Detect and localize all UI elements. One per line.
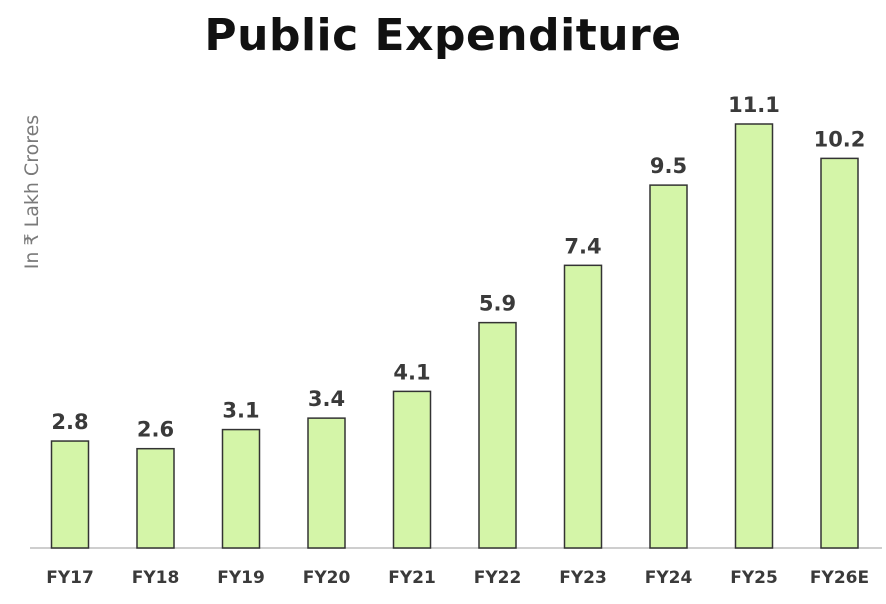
x-tick-label-fy18: FY18 (132, 568, 180, 588)
bar-fy25 (734, 123, 774, 549)
x-tick-label-fy19: FY19 (217, 568, 265, 588)
value-label-fy18: 2.6 (137, 418, 174, 442)
bar-fy18 (136, 447, 175, 549)
bar-fy22 (478, 321, 517, 549)
bar-fy26e (820, 157, 859, 549)
value-label-fy22: 5.9 (479, 292, 516, 316)
chart-title: Public Expenditure (204, 10, 682, 61)
value-label-fy21: 4.1 (393, 360, 430, 384)
value-label-fy19: 3.1 (222, 399, 259, 423)
value-label-fy24: 9.5 (650, 154, 687, 178)
value-label-fy20: 3.4 (308, 387, 345, 411)
bar-fy23 (563, 264, 603, 549)
bar-fy17 (50, 440, 90, 549)
bar-fy24 (649, 184, 688, 549)
x-tick-label-fy17: FY17 (46, 568, 94, 588)
x-tick-label-fy20: FY20 (303, 568, 351, 588)
x-tick-label-fy24: FY24 (645, 568, 693, 588)
value-label-fy17: 2.8 (51, 410, 88, 434)
bar-fy20 (307, 417, 346, 549)
x-tick-label-fy26e: FY26E (810, 568, 869, 588)
x-tick-label-fy25: FY25 (730, 568, 778, 588)
value-label-fy26e: 10.2 (814, 127, 866, 151)
x-tick-label-fy22: FY22 (474, 568, 522, 588)
bar-fy19 (221, 428, 261, 549)
x-tick-label-fy23: FY23 (559, 568, 607, 588)
value-label-fy23: 7.4 (564, 234, 601, 258)
bar-fy21 (392, 390, 432, 549)
x-tick-label-fy21: FY21 (388, 568, 436, 588)
value-label-fy25: 11.1 (728, 93, 780, 117)
